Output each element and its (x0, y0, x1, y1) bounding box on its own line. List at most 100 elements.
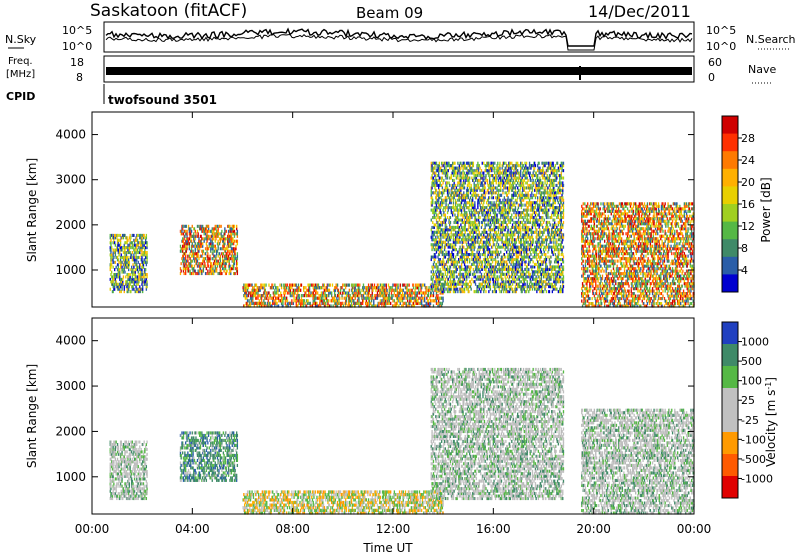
power-echo-cell (208, 225, 209, 228)
power-echo-cell (485, 206, 486, 209)
power-echo-cell (501, 194, 502, 197)
power-echo-cell (448, 251, 449, 254)
power-echo-cell (232, 247, 233, 250)
power-echo-cell (198, 257, 199, 260)
power-echo-cell (422, 284, 423, 287)
power-echo-cell (431, 270, 432, 273)
power-echo-cell (118, 249, 119, 252)
power-echo-cell (496, 214, 497, 217)
power-echo-cell (311, 284, 312, 287)
power-echo-cell (469, 211, 470, 214)
power-echo-cell (136, 288, 137, 291)
power-echo-cell (235, 245, 236, 248)
power-echo-cell (503, 273, 504, 276)
power-echo-cell (232, 265, 233, 268)
power-echo-cell (342, 284, 343, 287)
power-echo-cell (479, 253, 480, 256)
power-echo-cell (124, 285, 125, 288)
power-echoes (110, 162, 695, 308)
power-echo-cell (221, 272, 222, 275)
power-echo-cell (443, 206, 444, 209)
power-echo-cell (116, 256, 117, 259)
power-echo-cell (130, 246, 131, 249)
power-echo-cell (446, 253, 447, 256)
noise-right-tick-bottom: 10^0 (706, 40, 736, 53)
noise-left-tick-bottom: 10^0 (62, 40, 92, 53)
power-echo-cell (287, 299, 288, 302)
power-echo-cell (224, 227, 225, 230)
power-echo-cell (498, 278, 499, 281)
noise-right-tick-top: 10^5 (706, 24, 736, 37)
power-echo-cell (437, 265, 438, 268)
power-echo-cell (344, 297, 345, 300)
power-echo-cell (502, 258, 503, 261)
power-echo-cell (133, 234, 134, 237)
power-echo-cell (372, 286, 373, 289)
power-echo-cell (419, 291, 420, 294)
power-echo-cell (476, 278, 477, 281)
power-echo-cell (505, 260, 506, 263)
power-echo-cell (407, 284, 408, 287)
power-echo-cell (431, 275, 432, 278)
power-echo-cell (287, 284, 288, 287)
power-echo-cell (506, 251, 507, 254)
power-echo-cell (373, 299, 374, 302)
power-echo-cell (474, 201, 475, 204)
power-echo-cell (468, 290, 469, 293)
power-echo-cell (479, 270, 480, 273)
power-echo-cell (110, 239, 111, 242)
power-echo-cell (499, 253, 500, 256)
power-echo-cell (479, 189, 480, 192)
power-echo-cell (432, 199, 433, 202)
power-echo-cell (485, 191, 486, 194)
power-echo-cell (506, 216, 507, 219)
power-echo-cell (507, 196, 508, 199)
power-echo-cell (186, 230, 187, 233)
freq-label-1: Freq. (8, 56, 33, 67)
power-echo-cell (146, 234, 147, 237)
power-echo-cell (485, 223, 486, 226)
power-echo-cell (390, 302, 391, 305)
power-echo-cell (473, 214, 474, 217)
power-echo-cell (209, 255, 210, 258)
power-echo-cell (460, 280, 461, 283)
power-echo-cell (473, 162, 474, 165)
power-echo-cell (368, 284, 369, 287)
power-echo-cell (115, 234, 116, 237)
power-echo-cell (484, 273, 485, 276)
power-echo-cell (199, 262, 200, 265)
power-echo-cell (432, 256, 433, 259)
power-echo-cell (443, 260, 444, 263)
power-echo-cell (237, 240, 238, 243)
power-echo-cell (304, 286, 305, 289)
power-echo-cell (129, 261, 130, 264)
power-echo-cell (476, 194, 477, 197)
power-echo-cell (454, 162, 455, 165)
power-echo-cell (135, 268, 136, 271)
power-echo-cell (493, 191, 494, 194)
power-echo-cell (471, 184, 472, 187)
power-echo-cell (137, 266, 138, 269)
power-echo-cell (133, 266, 134, 269)
power-echo-cell (114, 268, 115, 271)
power-echo-cell (468, 201, 469, 204)
power-echo-cell (187, 255, 188, 258)
power-echo-cell (443, 179, 444, 182)
nave-tick-bottom: 0 (708, 71, 715, 84)
power-echo-cell (281, 284, 282, 287)
power-echo-cell (442, 177, 443, 180)
power-echo-cell (469, 177, 470, 180)
power-echo-cell (275, 297, 276, 300)
power-echo-cell (505, 273, 506, 276)
power-echo-cell (110, 234, 111, 237)
power-echo-cell (471, 221, 472, 224)
power-echo-cell (210, 240, 211, 243)
power-echo-cell (355, 289, 356, 292)
power-echo-cell (468, 189, 469, 192)
power-echo-cell (394, 284, 395, 287)
power-echo-cell (507, 290, 508, 293)
power-echo-cell (127, 244, 128, 247)
power-echo-cell (264, 284, 265, 287)
date-title: 14/Dec/2011 (588, 2, 691, 21)
power-echo-cell (121, 261, 122, 264)
